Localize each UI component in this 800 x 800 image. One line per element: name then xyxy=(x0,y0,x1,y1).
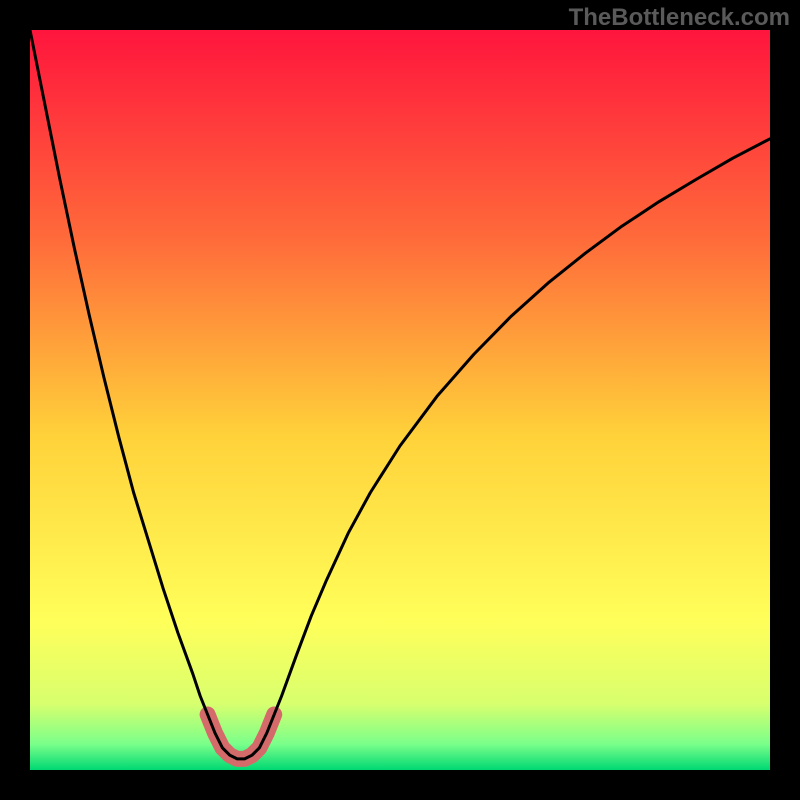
gradient-background xyxy=(30,30,770,770)
watermark-text: TheBottleneck.com xyxy=(569,4,790,32)
plot-area xyxy=(30,30,770,770)
plot-container: TheBottleneck.com xyxy=(0,0,800,800)
bottleneck-chart xyxy=(30,30,770,770)
